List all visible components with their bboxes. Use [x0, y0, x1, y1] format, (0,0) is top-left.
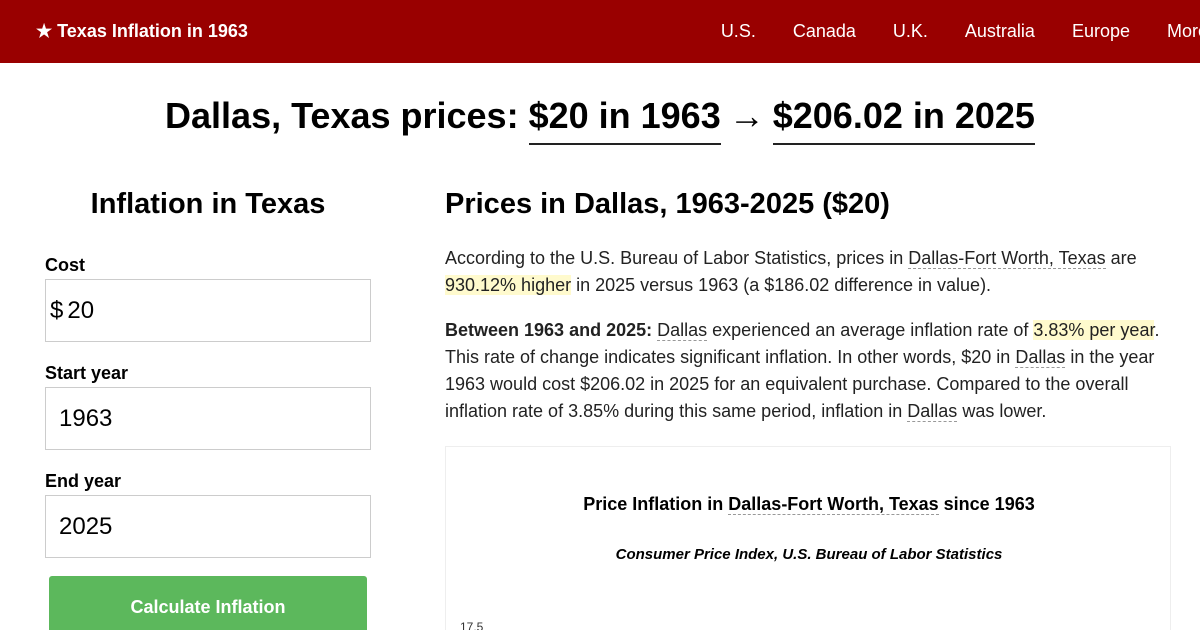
percent-higher-highlight: 930.12% higher: [445, 275, 572, 295]
arrow-right-icon: →: [728, 95, 765, 136]
nav-item-europe[interactable]: Europe: [1071, 21, 1130, 41]
sidebar-title: Inflation in Texas: [90, 188, 326, 220]
nav-item-canada[interactable]: Canada: [792, 21, 856, 41]
headline-prefix: Dallas, Texas prices:: [165, 95, 519, 136]
y-axis-tick-label: 17.5: [460, 620, 484, 630]
chart-region-link[interactable]: Dallas-Fort Worth, Texas: [728, 494, 939, 515]
dallas-fort-worth-link[interactable]: Dallas-Fort Worth, Texas: [908, 248, 1106, 269]
rate-highlight: 3.83% per year: [1033, 320, 1155, 340]
start-year-label: Start year: [45, 363, 129, 383]
cost-value: 20: [67, 296, 95, 324]
summary-text: are: [1105, 248, 1137, 268]
dallas-link[interactable]: Dallas: [1015, 347, 1066, 368]
start-year-input[interactable]: 1963: [45, 387, 371, 450]
start-year-value: 1963: [59, 404, 113, 432]
cost-input[interactable]: $ 20: [45, 279, 371, 342]
summary-text: According to the U.S. Bureau of Labor St…: [445, 248, 909, 268]
detail-paragraph: Between 1963 and 2025: Dallas experience…: [445, 317, 1175, 425]
detail-text: . This rate of change indicates signific…: [445, 320, 1160, 367]
detail-text: experienced an average inflation rate of: [707, 320, 1034, 340]
page-headline: Dallas, Texas prices: $20 in 1963 → $206.0…: [0, 95, 1200, 145]
headline-to-amount: $206.02 in 2025: [772, 95, 1035, 145]
section-title: Prices in Dallas, 1963-2025 ($20): [445, 188, 890, 220]
detail-text: was lower.: [957, 401, 1047, 421]
calculate-inflation-button[interactable]: Calculate Inflation: [49, 576, 367, 630]
chart-subtitle: Consumer Price Index, U.S. Bureau of Lab…: [615, 546, 1003, 563]
nav-item-australia[interactable]: Australia: [964, 21, 1035, 41]
headline-from-amount: $20 in 1963: [528, 95, 721, 145]
detail-text: in the year 1963 would cost $206.02 in 2…: [445, 347, 1155, 421]
nav-item-more[interactable]: More: [1166, 21, 1200, 41]
top-navbar: ★ Texas Inflation in 1963 U.S. Canada U.…: [0, 0, 1200, 63]
dallas-link[interactable]: Dallas: [907, 401, 958, 422]
end-year-value: 2025: [59, 512, 113, 540]
site-brand-link[interactable]: ★ Texas Inflation in 1963: [36, 21, 248, 41]
summary-paragraph: According to the U.S. Bureau of Labor St…: [445, 245, 1175, 299]
dollar-sign-icon: $: [50, 296, 64, 324]
cpi-chart-card: Price Inflation in Dallas-Fort Worth, Te…: [445, 446, 1171, 630]
chart-title: Price Inflation in Dallas-Fort Worth, Te…: [446, 494, 1172, 515]
chart-title-text: Price Inflation in: [583, 494, 729, 514]
nav-item-us[interactable]: U.S.: [720, 21, 756, 41]
cost-label: Cost: [45, 255, 85, 275]
period-label: Between 1963 and 2025:: [445, 320, 653, 340]
dallas-link[interactable]: Dallas: [657, 320, 708, 341]
nav-item-uk[interactable]: U.K.: [892, 21, 928, 41]
end-year-input[interactable]: 2025: [45, 495, 371, 558]
chart-title-text: since 1963: [938, 494, 1035, 514]
end-year-label: End year: [45, 471, 122, 491]
summary-text: in 2025 versus 1963 (a $186.02 differenc…: [571, 275, 992, 295]
main-nav: U.S. Canada U.K. Australia Europe More: [684, 0, 1200, 63]
